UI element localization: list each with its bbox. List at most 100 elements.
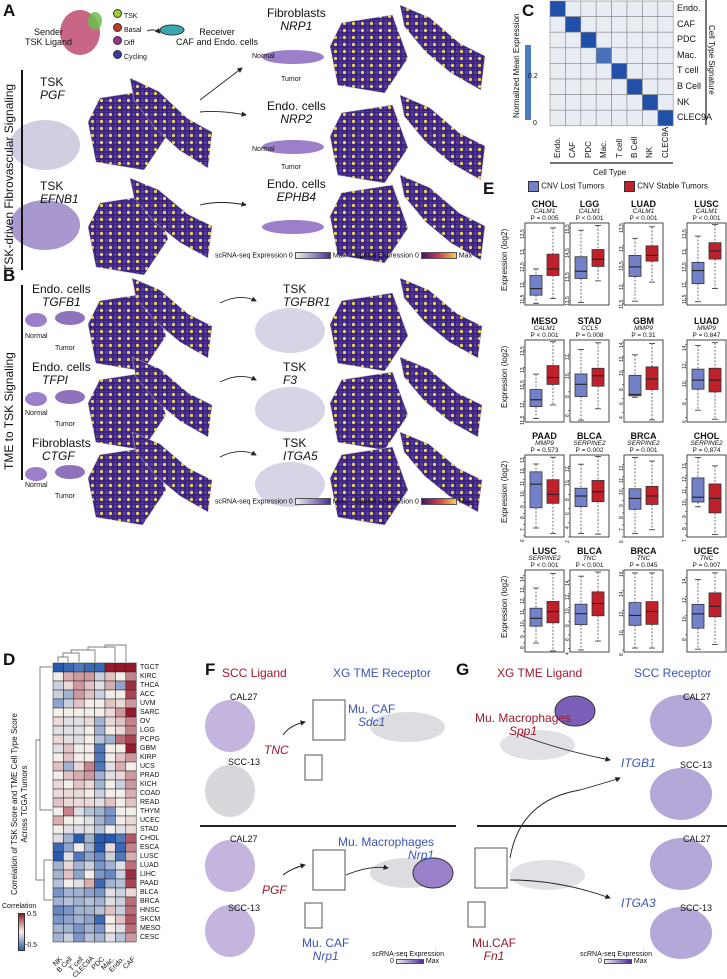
d-cell — [63, 932, 75, 943]
c-cell — [580, 31, 597, 49]
panel-f-label: F — [205, 660, 216, 679]
d-row-label: KIRC — [140, 673, 157, 680]
e-box-lost — [529, 607, 543, 627]
a-receptor-square — [329, 104, 409, 184]
b-arrow — [219, 375, 257, 383]
b-normal-label-3: Normal — [25, 482, 48, 489]
d-cell — [104, 761, 116, 772]
d-cell — [104, 671, 116, 682]
e-gene-label: CALM1 — [695, 208, 718, 215]
d-cell — [115, 779, 127, 790]
d-cell — [63, 761, 75, 772]
g-arrow-itgb1-2 — [509, 777, 621, 859]
e-box-stable — [546, 479, 560, 504]
e-pvalue-label: P = 0.002 — [575, 447, 604, 454]
d-cell — [94, 788, 106, 799]
d-cell — [83, 896, 95, 907]
e-box-lost — [529, 389, 543, 408]
d-cell — [115, 914, 127, 925]
c-cell — [611, 109, 628, 127]
d-cell — [104, 887, 116, 898]
f-bottom-receptor2: Mu. CAF Nrp1 — [302, 936, 350, 963]
c-cell — [611, 78, 628, 95]
g-receptor-title: SCC Receptor — [634, 666, 712, 680]
d-cell — [104, 752, 116, 763]
sender-receiver-arrow — [146, 27, 161, 34]
d-cell — [83, 878, 95, 889]
e-gene-label: MMP9 — [634, 325, 653, 332]
a-arrow-1 — [199, 67, 243, 101]
e-pvalue-label: P = 0.573 — [530, 447, 559, 454]
c-row-title: Cell Type Signature — [707, 25, 716, 95]
panel-a-side-label: TSK-driven Fibrovascular Signaling — [2, 83, 16, 272]
d-cell — [83, 707, 95, 718]
f-scc-umap — [205, 840, 255, 892]
c-cell — [626, 63, 643, 80]
d-row-label: CHOL — [140, 835, 160, 842]
e-box-lost — [628, 374, 642, 397]
e-ytick-label: 13.5 — [619, 223, 625, 233]
panel-a-side-bar — [21, 70, 23, 270]
d-row-label: ACC — [140, 691, 155, 698]
d-cell — [104, 878, 116, 889]
e-cancer-label: PAAD — [532, 431, 557, 441]
f-top-ligand: TNC — [264, 743, 289, 757]
e-ytick-label: 9 — [619, 504, 625, 507]
d-cell — [115, 671, 127, 682]
e-box-lost — [574, 487, 588, 508]
d-cell — [52, 689, 64, 700]
c-cell — [580, 16, 597, 33]
e-ylabel: Expression (log2) — [500, 345, 509, 408]
c-cell — [626, 0, 643, 17]
e-gene-label: CALM1 — [533, 208, 556, 215]
e-ytick-label: 12 — [682, 475, 688, 482]
e-cancer-label: LGG — [579, 199, 600, 209]
e-plot-frame — [623, 454, 664, 538]
e-ytick-label: 12 — [682, 282, 688, 289]
d-row-dendrogram — [35, 666, 52, 901]
d-cell — [52, 770, 64, 781]
e-pvalue-label: P = 0.005 — [530, 215, 559, 222]
c-cell — [595, 78, 612, 95]
e-ytick-label: 12 — [682, 363, 688, 369]
e-box-lost — [529, 471, 543, 509]
c-cell — [595, 47, 612, 64]
d-cell — [73, 932, 85, 943]
d-cell — [83, 833, 95, 844]
d-cell — [94, 698, 106, 709]
d-cell — [115, 806, 127, 817]
c-cell — [657, 31, 674, 49]
d-cell — [52, 698, 64, 709]
c-row-label: Mac. — [677, 49, 697, 60]
e-ytick-label: 7 — [619, 528, 625, 531]
d-row-label: BRCA — [140, 898, 160, 905]
e-ytick-label: 13.5 — [520, 229, 526, 239]
d-cell — [104, 743, 116, 754]
d-cell — [94, 905, 106, 916]
c-cell — [642, 0, 659, 17]
c-colorbar-label: Normalized Mean Expression — [512, 13, 521, 119]
d-cell — [94, 671, 106, 682]
e-ytick-label: 11 — [619, 477, 625, 483]
b-row1-receptor: TSK TGFBR1 — [283, 282, 331, 309]
a-receptor-sliver — [399, 4, 486, 91]
d-cell — [94, 851, 106, 862]
d-cell — [104, 770, 116, 781]
e-ytick-label: 4 — [565, 526, 571, 529]
e-ytick-label: 8 — [520, 646, 526, 649]
e-ytick-label: 14.5 — [565, 248, 571, 258]
panel-d-label: D — [3, 650, 16, 669]
panel-c-label: C — [522, 1, 535, 20]
f-bottom-scc13: SCC-13 — [228, 903, 261, 913]
e-ytick-label: 10 — [565, 373, 571, 379]
e-ytick-label: 8 — [565, 624, 571, 628]
e-ytick-label: 14 — [565, 580, 571, 587]
c-cell — [595, 109, 612, 127]
f-arrow-pgf — [282, 863, 306, 876]
c-cell — [657, 94, 674, 111]
d-cell — [73, 905, 85, 916]
d-row-label: SKCM — [140, 916, 161, 923]
c-cell — [657, 78, 674, 95]
g-scc-umap — [650, 907, 712, 959]
c-cell — [565, 78, 582, 95]
